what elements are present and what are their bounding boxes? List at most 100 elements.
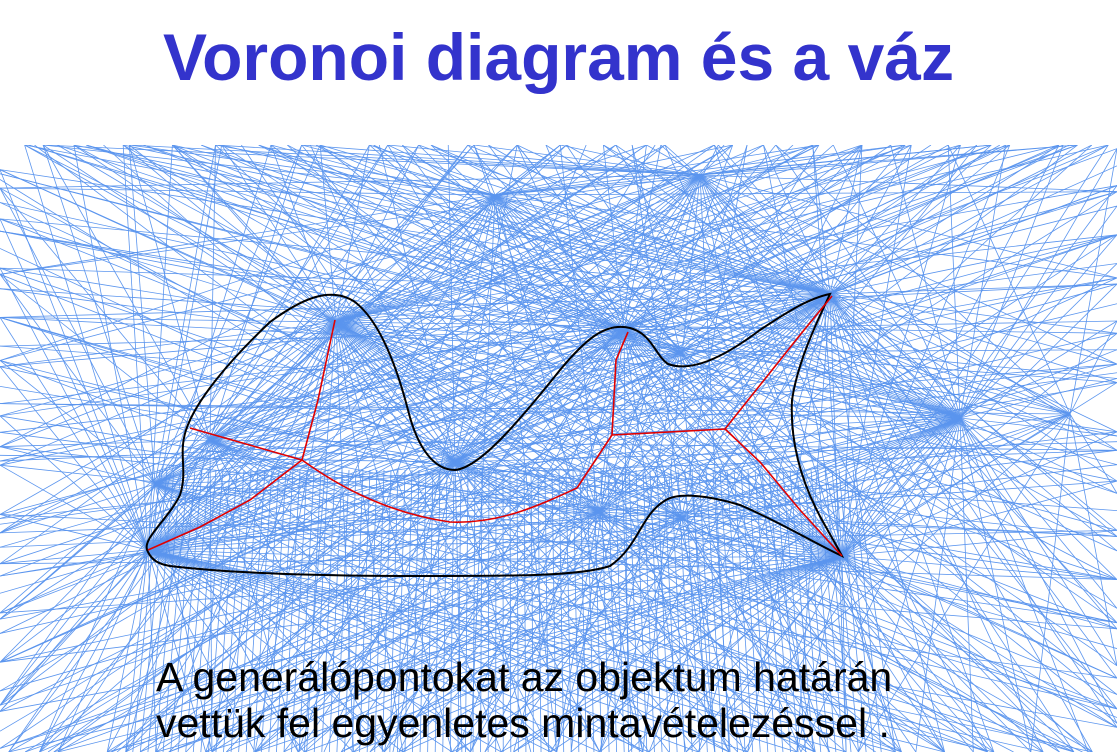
voronoi-edge [841,555,995,752]
voronoi-edge [353,555,843,752]
voronoi-edge [147,549,699,752]
voronoi-edge [0,417,961,749]
voronoi-edge [185,461,456,752]
voronoi-edge [0,431,683,519]
voronoi-edge [147,145,518,551]
voronoi-edge [366,469,378,752]
voronoi-edge [959,417,1089,752]
voronoi-edge [209,191,1117,441]
voronoi-edge [0,417,961,462]
voronoi-edge [258,145,961,419]
voronoi-edge [513,329,625,752]
voronoi-edge [0,549,149,614]
voronoi-edge [0,187,599,513]
voronoi-edge [699,145,733,176]
voronoi-edge [147,549,1117,679]
voronoi-edge [168,417,961,752]
voronoi-edge [628,417,961,752]
voronoi-edge [829,293,1117,679]
voronoi-edge [0,555,843,663]
voronoi-edge [254,555,843,752]
voronoi-edge [147,480,1117,551]
voronoi-edge [494,194,1117,279]
voronoi-edge [192,469,217,752]
voronoi-edge [0,230,961,419]
voronoi-edge [154,483,471,752]
voronoi-edge [747,555,843,752]
voronoi-edge [831,469,859,752]
voronoi-edge [681,349,1117,519]
voronoi-edge [0,317,456,463]
voronoi-edge [841,555,1117,630]
voronoi-edge [0,439,211,448]
voronoi-edge [775,145,1071,415]
voronoi-edge [170,469,196,752]
voronoi-edge [319,145,843,557]
voronoi-edge [841,555,1117,580]
voronoi-edge [775,145,961,419]
voronoi-edge [649,469,663,752]
voronoi-edge [570,417,961,752]
voronoi-edge [494,194,1117,451]
voronoi-edge [147,332,1117,551]
voronoi-edge [147,145,715,551]
voronoi-edge [699,174,1117,365]
voronoi-edge [336,469,350,752]
voronoi-edge [832,145,961,419]
voronoi-edge [86,145,961,419]
voronoi-edge [0,202,683,519]
voronoi-edge [0,179,456,463]
object-boundary [145,292,845,578]
voronoi-edge [0,549,149,712]
voronoi-edge [959,205,1117,419]
voronoi-edge [551,469,557,752]
voronoi-edge [154,483,902,752]
voronoi-edge [209,439,1117,710]
voronoi-edge [829,293,1117,334]
voronoi-edge [0,415,149,551]
voronoi-edge [699,174,1117,451]
voronoi-edge [494,145,1078,196]
voronoi-edge [841,145,863,557]
voronoi-edge [230,469,252,752]
voronoi-edge [209,145,389,441]
voronoi-edge [335,321,1117,580]
voronoi-edge [387,145,701,176]
voronoi-edge [579,469,587,752]
voronoi-edge [699,174,1117,710]
voronoi-edge [335,145,666,323]
voronoi-edge [0,248,456,463]
voronoi-edge [147,549,650,752]
voronoi-edge [129,145,701,176]
voronoi-edge [628,469,640,752]
voronoi-edge [0,174,701,189]
voronoi-edge [389,469,399,752]
voronoi-edge [959,145,1007,419]
voronoi-edge [829,293,1093,752]
voronoi-edge [841,145,912,557]
voronoi-edge [42,145,599,513]
voronoi-edge [454,461,670,752]
voronoi-edge [172,145,843,557]
voronoi-edge [147,185,1117,551]
voronoi-edge [24,517,683,752]
voronoi-edge [599,555,843,752]
voronoi-edge [401,145,683,519]
voronoi-edge [454,145,794,463]
voronoi-edge [154,449,1117,485]
voronoi-edge [516,469,519,752]
voronoi-edge [321,469,336,752]
voronoi-edge [0,174,701,706]
voronoi-edge [0,413,1071,749]
voronoi-edge [829,145,912,295]
voronoi-edge [211,174,701,752]
voronoi-edge [530,469,534,752]
voronoi-edge [474,145,701,176]
voronoi-edge [796,469,822,752]
voronoi-edge [763,145,843,557]
voronoi-edge [597,191,1117,513]
voronoi-edge [125,174,701,752]
voronoi-edge [565,469,572,752]
voronoi-edge [260,469,280,752]
voronoi-edge [0,549,149,565]
